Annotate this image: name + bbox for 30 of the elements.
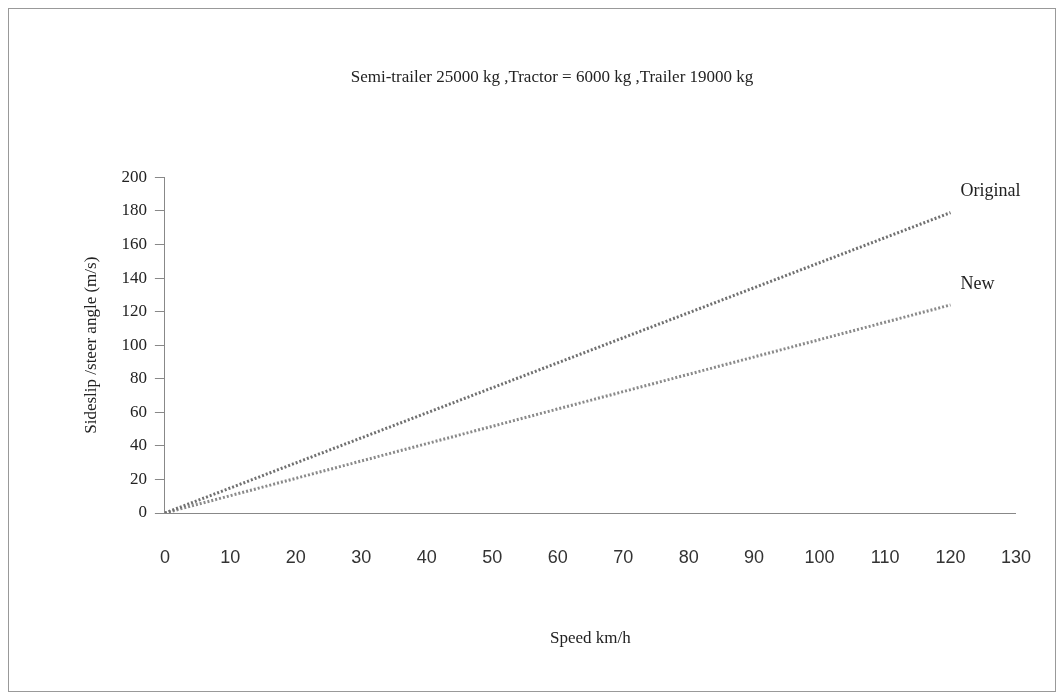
y-tick-label: 140: [121, 267, 147, 287]
x-tick-label: 130: [1000, 546, 1032, 567]
x-tick-label: 70: [613, 546, 634, 567]
x-tick-label: 120: [935, 546, 966, 567]
series-label: New: [960, 272, 995, 293]
y-tick-label: 160: [121, 233, 147, 253]
x-tick-label: 20: [285, 546, 306, 567]
x-tick-label: 100: [804, 546, 835, 567]
y-tick-label: 100: [121, 334, 147, 354]
y-tick-label: 180: [121, 200, 147, 220]
y-tick-label: 20: [129, 468, 147, 488]
y-axis-title: Sideslip /steer angle (m/s): [80, 256, 100, 434]
y-tick-label: 40: [129, 435, 147, 455]
x-tick-label: 10: [220, 546, 241, 567]
y-tick-label: 0: [138, 502, 147, 522]
x-tick-label: 50: [482, 546, 503, 567]
y-tick-label: 200: [121, 166, 147, 186]
y-tick-label: 120: [121, 301, 147, 321]
y-tick-label: 60: [129, 401, 147, 421]
x-tick-label: 90: [744, 546, 765, 567]
x-axis-title: Speed km/h: [550, 628, 632, 648]
chart-title: Semi-trailer 25000 kg ,Tractor = 6000 kg ,Trailer 19000 kg: [350, 66, 754, 86]
x-tick-label: 30: [351, 546, 372, 567]
x-tick-label: 110: [870, 546, 900, 567]
y-tick-label: 80: [129, 368, 147, 388]
x-tick-label: 80: [678, 546, 699, 567]
x-tick-label: 0: [159, 546, 170, 567]
series-label: Original: [960, 180, 1021, 201]
x-tick-label: 40: [416, 546, 437, 567]
x-tick-label: 60: [547, 546, 568, 567]
